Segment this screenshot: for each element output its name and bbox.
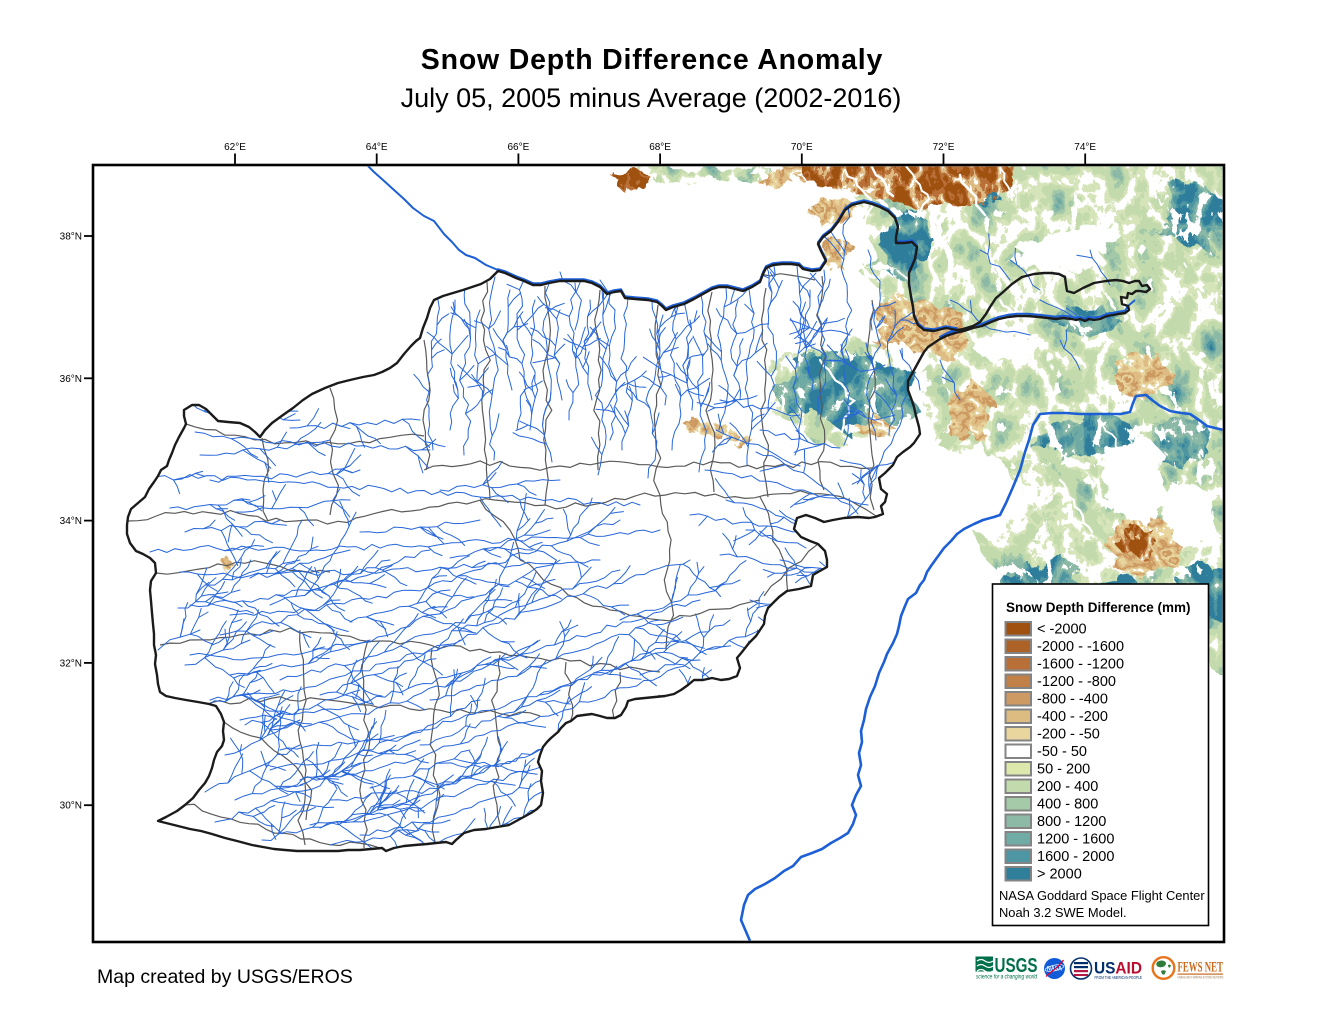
svg-text:July 05, 2005 minus Average (2: July 05, 2005 minus Average (2002-2016) — [401, 83, 902, 113]
svg-text:Map created by USGS/EROS: Map created by USGS/EROS — [97, 966, 353, 988]
svg-text:-200 - -50: -200 - -50 — [1037, 727, 1100, 743]
svg-text:Snow Depth Difference (mm): Snow Depth Difference (mm) — [1006, 600, 1191, 615]
svg-text:70°E: 70°E — [791, 142, 813, 153]
svg-text:USAID: USAID — [1094, 959, 1142, 978]
svg-text:-400 - -200: -400 - -200 — [1037, 709, 1108, 725]
svg-text:science for a changing world: science for a changing world — [976, 974, 1037, 981]
svg-text:400 - 800: 400 - 800 — [1037, 797, 1098, 813]
svg-text:< -2000: < -2000 — [1037, 622, 1087, 638]
svg-text:USGS: USGS — [995, 955, 1038, 977]
svg-text:36°N: 36°N — [60, 374, 82, 385]
svg-text:800 - 1200: 800 - 1200 — [1037, 814, 1106, 830]
svg-text:50 - 200: 50 - 200 — [1037, 762, 1090, 778]
svg-text:> 2000: > 2000 — [1037, 867, 1082, 883]
svg-text:66°E: 66°E — [508, 142, 530, 153]
svg-text:64°E: 64°E — [366, 142, 388, 153]
svg-text:72°E: 72°E — [933, 142, 955, 153]
svg-text:-2000 - -1600: -2000 - -1600 — [1037, 639, 1124, 655]
svg-text:-800 - -400: -800 - -400 — [1037, 692, 1108, 708]
svg-text:68°E: 68°E — [649, 142, 671, 153]
svg-text:1600 - 2000: 1600 - 2000 — [1037, 849, 1114, 865]
svg-text:Snow Depth Difference Anomaly: Snow Depth Difference Anomaly — [421, 44, 883, 76]
svg-text:38°N: 38°N — [60, 232, 82, 243]
svg-text:74°E: 74°E — [1074, 142, 1096, 153]
svg-text:-1200 - -800: -1200 - -800 — [1037, 674, 1116, 690]
svg-text:FAMINE EARLY WARNING SYSTEMS N: FAMINE EARLY WARNING SYSTEMS NETWORK — [1178, 976, 1224, 980]
svg-text:62°E: 62°E — [224, 142, 246, 153]
svg-text:FROM THE AMERICAN PEOPLE: FROM THE AMERICAN PEOPLE — [1095, 975, 1143, 980]
svg-text:NASA Goddard Space Flight Cent: NASA Goddard Space Flight Center — [999, 888, 1205, 903]
svg-text:200 - 400: 200 - 400 — [1037, 779, 1098, 795]
svg-text:1200 - 1600: 1200 - 1600 — [1037, 832, 1114, 848]
svg-text:-1600 - -1200: -1600 - -1200 — [1037, 657, 1124, 673]
svg-text:30°N: 30°N — [60, 801, 82, 812]
svg-text:34°N: 34°N — [60, 516, 82, 527]
svg-text:Noah 3.2 SWE Model.: Noah 3.2 SWE Model. — [999, 905, 1127, 920]
svg-text:FEWS NET: FEWS NET — [1178, 960, 1224, 976]
svg-text:-50 - 50: -50 - 50 — [1037, 744, 1087, 760]
svg-text:32°N: 32°N — [60, 658, 82, 669]
